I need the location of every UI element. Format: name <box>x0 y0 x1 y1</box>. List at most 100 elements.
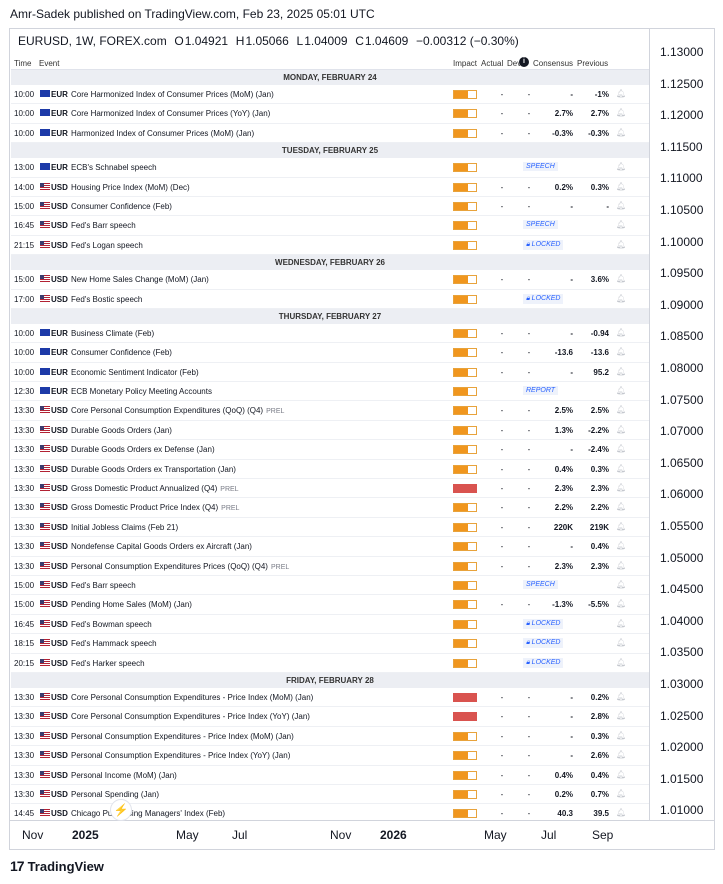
table-row[interactable]: 15:00 USD Pending Home Sales (MoM) (Jan) - -… <box>11 595 649 615</box>
table-row[interactable]: 15:00 USD Fed's Barr speech SPEECH 🔔︎ <box>11 576 649 596</box>
bell-icon[interactable]: 🔔︎ <box>616 750 627 760</box>
info-icon[interactable]: i <box>519 57 529 67</box>
event-name[interactable]: Fed's Harker speech <box>71 659 145 668</box>
event-name[interactable]: Fed's Logan speech <box>71 241 143 250</box>
table-row[interactable]: 21:15 USD Fed's Logan speech 🔒︎ LOCKED 🔔︎ <box>11 236 649 256</box>
event-name[interactable]: Initial Jobless Claims (Feb 21) <box>71 523 178 532</box>
event-name[interactable]: Personal Spending (Jan) <box>71 790 159 799</box>
bell-icon[interactable]: 🔔︎ <box>616 127 627 137</box>
table-row[interactable]: 14:00 USD Housing Price Index (MoM) (Dec) -… <box>11 178 649 197</box>
bell-icon[interactable]: 🔔︎ <box>616 521 627 531</box>
event-name[interactable]: ECB's Schnabel speech <box>71 163 157 172</box>
event-name[interactable]: Gross Domestic Product Price Index (Q4) P… <box>71 503 239 512</box>
event-name[interactable]: Personal Income (MoM) (Jan) <box>71 771 177 780</box>
table-row[interactable]: 13:30 USD Durable Goods Orders ex Defense … <box>11 440 649 460</box>
event-name[interactable]: Chicago Purchasing Managers' Index (Feb) <box>71 809 225 818</box>
bell-icon[interactable]: 🔔︎ <box>616 638 627 648</box>
bell-icon[interactable]: 🔔︎ <box>616 769 627 779</box>
table-row[interactable]: 10:00 EUR Business Climate (Feb) - - - -0.94 🔔︎ <box>11 324 649 344</box>
table-row[interactable]: 13:30 USD Gross Domestic Product Price Ind… <box>11 498 649 518</box>
event-name[interactable]: Consumer Confidence (Feb) <box>71 348 172 357</box>
bell-icon[interactable]: 🔔︎ <box>616 274 627 284</box>
lightning-icon[interactable]: ⚡ <box>110 799 132 821</box>
bell-icon[interactable]: 🔔︎ <box>616 502 627 512</box>
table-row[interactable]: 13:30 USD Core Personal Consumption Expend… <box>11 401 649 421</box>
bell-icon[interactable]: 🔔︎ <box>616 386 627 396</box>
bell-icon[interactable]: 🔔︎ <box>616 788 627 798</box>
event-name[interactable]: Durable Goods Orders (Jan) <box>71 426 172 435</box>
table-row[interactable]: 14:45 USD Chicago Purchasing Managers' Ind… <box>11 804 649 820</box>
bell-icon[interactable]: 🔔︎ <box>616 424 627 434</box>
table-row[interactable]: 13:30 USD Durable Goods Orders (Jan) - - 1.3%… <box>11 421 649 441</box>
bell-icon[interactable]: 🔔︎ <box>616 483 627 493</box>
event-name[interactable]: Core Harmonized Index of Consumer Prices… <box>71 109 270 118</box>
bell-icon[interactable]: 🔔︎ <box>616 220 627 230</box>
table-row[interactable]: 13:30 USD Nondefense Capital Goods Orders … <box>11 537 649 557</box>
table-row[interactable]: 10:00 EUR Harmonized Index of Consumer Pri… <box>11 124 649 144</box>
table-row[interactable]: 13:00 EUR ECB's Schnabel speech SPEECH 🔔︎ <box>11 158 649 178</box>
time-axis[interactable] <box>10 820 715 850</box>
table-row[interactable]: 17:00 USD Fed's Bostic speech 🔒︎ LOCKED 🔔︎ <box>11 290 649 309</box>
table-row[interactable]: 13:30 USD Gross Domestic Product Annualize… <box>11 479 649 499</box>
bell-icon[interactable]: 🔔︎ <box>616 711 627 721</box>
price-axis[interactable] <box>649 29 715 820</box>
event-name[interactable]: Business Climate (Feb) <box>71 329 154 338</box>
event-name[interactable]: Core Personal Consumption Expenditures -… <box>71 693 313 702</box>
event-name[interactable]: Personal Consumption Expenditures - Pric… <box>71 751 290 760</box>
event-name[interactable]: Core Harmonized Index of Consumer Prices… <box>71 90 274 99</box>
event-name[interactable]: ECB Monetary Policy Meeting Accounts <box>71 387 212 396</box>
bell-icon[interactable]: 🔔︎ <box>616 579 627 589</box>
table-row[interactable]: 13:30 USD Durable Goods Orders ex Transpor… <box>11 460 649 480</box>
event-name[interactable]: Economic Sentiment Indicator (Feb) <box>71 368 199 377</box>
bell-icon[interactable]: 🔔︎ <box>616 347 627 357</box>
bell-icon[interactable]: 🔔︎ <box>616 200 627 210</box>
bell-icon[interactable]: 🔔︎ <box>616 293 627 303</box>
bell-icon[interactable]: 🔔︎ <box>616 599 627 609</box>
bell-icon[interactable]: 🔔︎ <box>616 691 627 701</box>
bell-icon[interactable]: 🔔︎ <box>616 657 627 667</box>
table-row[interactable]: 13:30 USD Personal Consumption Expenditure… <box>11 746 649 766</box>
event-name[interactable]: Nondefense Capital Goods Orders ex Aircr… <box>71 542 252 551</box>
event-name[interactable]: Personal Consumption Expenditures Prices… <box>71 562 289 571</box>
table-row[interactable]: 13:30 USD Personal Spending (Jan) - - 0.2% 0.7… <box>11 785 649 805</box>
table-row[interactable]: 15:00 USD New Home Sales Change (MoM) (Jan… <box>11 270 649 290</box>
bell-icon[interactable]: 🔔︎ <box>616 730 627 740</box>
table-row[interactable]: 13:30 USD Core Personal Consumption Expend… <box>11 707 649 727</box>
table-row[interactable]: 13:30 USD Personal Consumption Expenditure… <box>11 727 649 747</box>
table-row[interactable]: 20:15 USD Fed's Harker speech 🔒︎ LOCKED 🔔︎ <box>11 654 649 673</box>
event-name[interactable]: Gross Domestic Product Annualized (Q4) PR… <box>71 484 239 493</box>
bell-icon[interactable]: 🔔︎ <box>616 618 627 628</box>
event-name[interactable]: Durable Goods Orders ex Defense (Jan) <box>71 445 215 454</box>
bell-icon[interactable]: 🔔︎ <box>616 444 627 454</box>
event-name[interactable]: Fed's Barr speech <box>71 581 136 590</box>
table-row[interactable]: 18:15 USD Fed's Hammack speech 🔒︎ LOCKED 🔔︎ <box>11 634 649 654</box>
event-name[interactable]: Harmonized Index of Consumer Prices (MoM… <box>71 129 254 138</box>
table-row[interactable]: 12:30 EUR ECB Monetary Policy Meeting Acco… <box>11 382 649 402</box>
bell-icon[interactable]: 🔔︎ <box>616 541 627 551</box>
event-name[interactable]: Core Personal Consumption Expenditures (… <box>71 406 284 415</box>
bell-icon[interactable]: 🔔︎ <box>616 808 627 818</box>
bell-icon[interactable]: 🔔︎ <box>616 239 627 249</box>
table-row[interactable]: 16:45 USD Fed's Barr speech SPEECH 🔔︎ <box>11 216 649 236</box>
bell-icon[interactable]: 🔔︎ <box>616 366 627 376</box>
table-row[interactable]: 16:45 USD Fed's Bowman speech 🔒︎ LOCKED 🔔︎ <box>11 615 649 635</box>
event-name[interactable]: Core Personal Consumption Expenditures -… <box>71 712 310 721</box>
event-name[interactable]: Fed's Hammack speech <box>71 639 157 648</box>
bell-icon[interactable]: 🔔︎ <box>616 162 627 172</box>
symbol-name[interactable]: EURUSD, 1W, FOREX.com <box>18 34 167 48</box>
event-name[interactable]: Personal Consumption Expenditures - Pric… <box>71 732 294 741</box>
bell-icon[interactable]: 🔔︎ <box>616 463 627 473</box>
table-row[interactable]: 10:00 EUR Economic Sentiment Indicator (Fe… <box>11 363 649 383</box>
event-name[interactable]: Housing Price Index (MoM) (Dec) <box>71 183 190 192</box>
event-name[interactable]: Fed's Bowman speech <box>71 620 152 629</box>
event-name[interactable]: Fed's Bostic speech <box>71 295 142 304</box>
bell-icon[interactable]: 🔔︎ <box>616 181 627 191</box>
table-row[interactable]: 10:00 EUR Core Harmonized Index of Consume… <box>11 104 649 124</box>
table-row[interactable]: 13:30 USD Initial Jobless Claims (Feb 21) -… <box>11 518 649 538</box>
table-row[interactable]: 13:30 USD Core Personal Consumption Expend… <box>11 688 649 708</box>
table-row[interactable]: 10:00 EUR Core Harmonized Index of Consume… <box>11 85 649 105</box>
bell-icon[interactable]: 🔔︎ <box>616 89 627 98</box>
bell-icon[interactable]: 🔔︎ <box>616 405 627 415</box>
table-row[interactable]: 13:30 USD Personal Consumption Expenditure… <box>11 557 649 576</box>
event-name[interactable]: New Home Sales Change (MoM) (Jan) <box>71 275 209 284</box>
